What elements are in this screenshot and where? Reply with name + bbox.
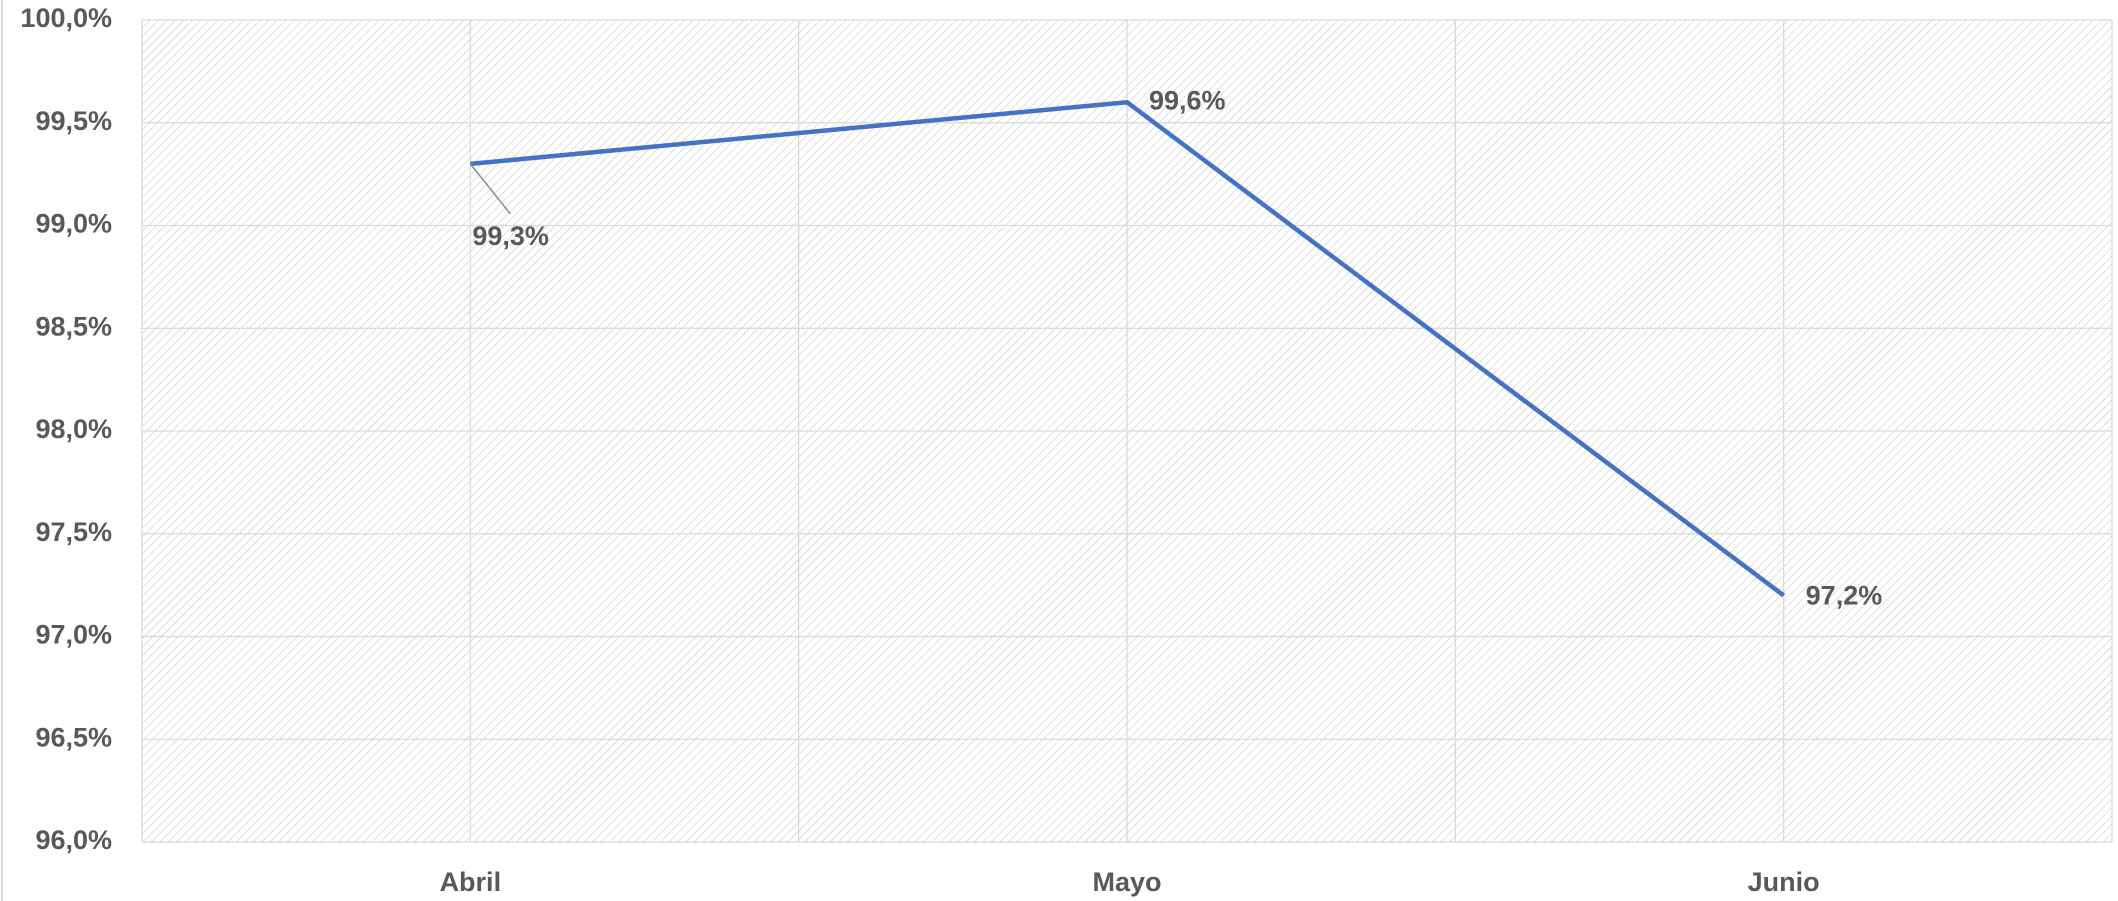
y-tick-label: 98,0% — [35, 414, 112, 444]
line — [470, 99, 1786, 598]
data-label: 99,3% — [472, 221, 549, 251]
y-tick-label: 98,5% — [35, 311, 112, 341]
y-tick-label: 96,5% — [35, 722, 112, 752]
y-tick-label: 99,0% — [35, 209, 112, 239]
y-tick-label: 97,0% — [35, 620, 112, 650]
x-tick-label: Junio — [1748, 867, 1820, 897]
y-tick-label: 99,5% — [35, 106, 112, 136]
x-tick-label: Abril — [440, 867, 502, 897]
y-tick-label: 97,5% — [35, 517, 112, 547]
leader-line — [469, 163, 511, 215]
data-label: 97,2% — [1806, 581, 1883, 611]
x-tick-label: Mayo — [1092, 867, 1161, 897]
y-tick-label: 96,0% — [35, 825, 112, 855]
data-label: 99,6% — [1149, 85, 1226, 115]
y-tick-label: 100,0% — [20, 3, 112, 33]
